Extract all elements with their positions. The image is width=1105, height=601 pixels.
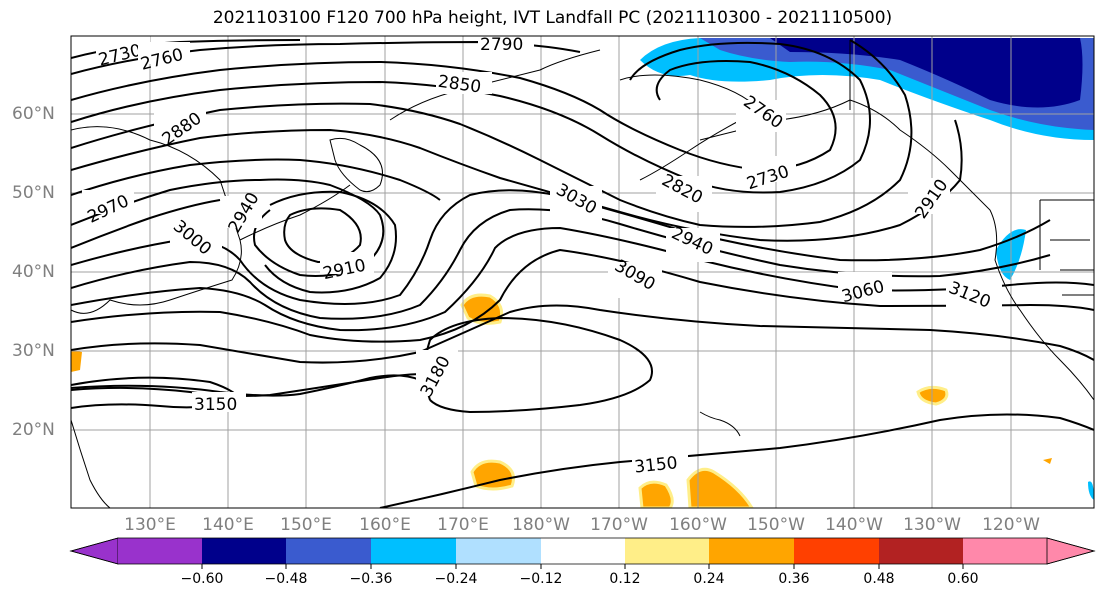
lon-label-140e: 140°E [202, 515, 254, 535]
colorbar-tick-label: −0.36 [349, 571, 393, 587]
map-frame [70, 35, 1095, 509]
lon-label-160e: 160°E [359, 515, 411, 535]
lon-label-130w: 130°W [903, 515, 961, 535]
colorbar-tick-label: −0.60 [180, 571, 224, 587]
colorbar-tick-label: 0.36 [778, 571, 810, 587]
contour-label: 3150 [633, 453, 678, 477]
colorbar-segment [118, 538, 202, 564]
height-contours [71, 39, 1094, 508]
colorbar-tick-label: −0.12 [519, 571, 563, 587]
contour-label: 3150 [194, 395, 237, 415]
contour-labels: 2730 2760 2790 2850 2880 2970 3000 2940 … [82, 35, 1002, 478]
colorbar-segment [879, 538, 963, 564]
colorbar-segment [625, 538, 709, 564]
map-title: 2021103100 F120 700 hPa height, IVT Land… [212, 8, 893, 28]
colorbar-segment [202, 538, 286, 564]
contour-label: 2790 [480, 35, 523, 55]
colorbar-segment [963, 538, 1047, 564]
lon-label-130e: 130°E [124, 515, 176, 535]
lon-label-140w: 140°W [825, 515, 883, 535]
colorbar-segment [709, 538, 794, 564]
lon-label-160w: 160°W [669, 515, 727, 535]
colorbar-tick-label: 0.12 [609, 571, 641, 587]
colorbar-segment [286, 538, 371, 564]
lon-label-120w: 120°W [982, 515, 1040, 535]
colorbar-tick-label: 0.60 [947, 571, 979, 587]
lon-label-180w: 180°W [512, 515, 570, 535]
lon-label-150e: 150°E [280, 515, 332, 535]
colorbar-tick-label: 0.24 [693, 571, 725, 587]
colorbar-segment [456, 538, 541, 564]
lon-label-150w: 150°W [747, 515, 805, 535]
graticule [71, 36, 1094, 508]
colorbar-tick-label: −0.24 [434, 571, 478, 587]
lat-label-50n: 50°N [12, 183, 55, 203]
lat-label-30n: 30°N [12, 341, 55, 361]
colorbar-tick-label: 0.48 [863, 571, 895, 587]
colorbar [69, 537, 1096, 569]
colorbar-extend-high [1046, 537, 1096, 565]
colorbar-extend-low [69, 537, 119, 565]
lat-label-60n: 60°N [12, 104, 55, 124]
lon-label-170w: 170°W [590, 515, 648, 535]
colorbar-segment [794, 538, 879, 564]
lat-label-20n: 20°N [12, 420, 55, 440]
lat-label-40n: 40°N [12, 262, 55, 282]
colorbar-tick-label: −0.48 [264, 571, 308, 587]
colorbar-segment [541, 538, 625, 564]
colorbar-segment [371, 538, 456, 564]
lon-label-170e: 170°E [437, 515, 489, 535]
